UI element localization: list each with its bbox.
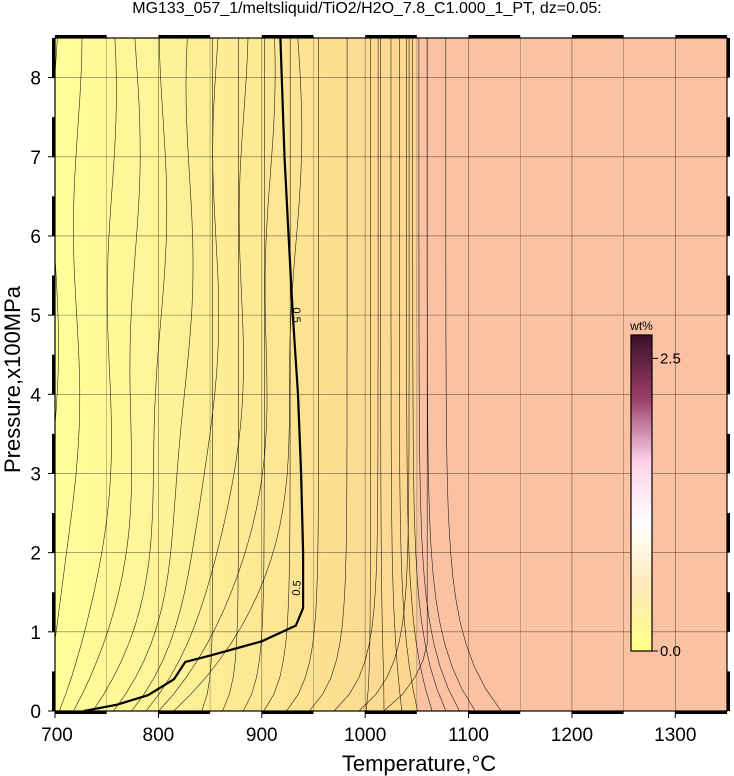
frame-bar — [727, 513, 730, 553]
contour-line — [333, 38, 379, 711]
y-tick-label: 4 — [30, 385, 41, 406]
contour-line — [418, 38, 460, 711]
frame-bar — [727, 354, 730, 395]
frame-bar — [52, 117, 55, 157]
colorbar: 0.0 2.5 wt% — [629, 319, 681, 660]
contour-line — [201, 38, 213, 711]
frame-bar — [55, 711, 107, 714]
frame-bar — [261, 711, 314, 714]
y-axis-title: Pressure,x100MPa — [0, 285, 25, 473]
contour-line — [390, 38, 403, 711]
contour-label: 0.5 — [291, 580, 304, 596]
frame-bar — [55, 35, 107, 38]
frame-bar — [675, 711, 727, 714]
frame-bar — [727, 275, 730, 316]
contour-line — [242, 38, 265, 711]
frame-bar — [158, 35, 211, 38]
melt-field — [55, 38, 417, 711]
frame-bar — [52, 354, 55, 395]
frame-bar — [158, 711, 211, 714]
frame-bar — [52, 38, 55, 78]
x-axis-title: Temperature,°C — [342, 751, 496, 776]
frame-bar — [52, 671, 55, 711]
contour-line — [380, 38, 385, 711]
contour-line — [426, 38, 476, 711]
contour-line — [55, 38, 59, 429]
frame-bar — [365, 35, 417, 38]
frame-bar — [52, 196, 55, 236]
y-tick-label: 3 — [30, 464, 41, 485]
x-tick-label: 1100 — [448, 725, 489, 746]
y-tick-label: 1 — [30, 623, 41, 644]
x-tick-label: 1300 — [654, 725, 696, 746]
frame-bar — [727, 117, 730, 157]
frame-bar — [727, 592, 730, 632]
frame-bar — [727, 433, 730, 474]
frame-bar — [52, 275, 55, 316]
frame-bar — [571, 711, 624, 714]
y-tick-label: 2 — [30, 544, 41, 565]
contour-0.5 — [83, 37, 305, 713]
frame-bar — [727, 38, 730, 78]
grid-lines — [54, 38, 727, 712]
contour-line — [365, 38, 371, 711]
contour-line — [113, 38, 194, 711]
contour-line — [55, 38, 83, 643]
frame-bar — [52, 433, 55, 474]
frame-bar — [675, 35, 727, 38]
colorbar-tick-label: 2.5 — [660, 350, 681, 367]
contour-line — [263, 38, 291, 711]
contour-line — [145, 38, 249, 711]
contour-lines — [55, 38, 502, 711]
x-tick-label: 1200 — [551, 725, 593, 746]
frame-bar — [468, 35, 521, 38]
x-tick-label: 700 — [41, 725, 73, 746]
frame-bar — [571, 35, 624, 38]
y-tick-label: 0 — [30, 702, 41, 723]
contour-line — [73, 38, 141, 711]
contour-line — [412, 38, 447, 711]
frame-bar — [52, 592, 55, 632]
colorbar-gradient — [630, 334, 653, 652]
frame-bar — [468, 711, 521, 714]
axes: 700 800 900 1000 1100 1200 1300 0 1 2 3 4 5 6 7 8 Temper… — [0, 35, 730, 776]
x-tick-label: 1000 — [344, 725, 386, 746]
x-tick-label: 900 — [246, 725, 278, 746]
frame-bar — [727, 671, 730, 711]
y-tick-label: 5 — [30, 306, 41, 327]
chart-title: MG133_057_1/meltsliquid/TiO2/H2O_7.8_C1.… — [132, 0, 602, 17]
y-tick-label: 7 — [30, 148, 41, 169]
contour-line — [406, 38, 433, 711]
contour-label: 0.5 — [290, 307, 302, 322]
contour-line — [286, 38, 319, 711]
y-tick-label: 8 — [30, 69, 41, 90]
x-tick-label: 800 — [143, 725, 175, 746]
contour-line — [173, 38, 303, 711]
highlighted-contour: 0.5 0.5 — [83, 37, 305, 713]
contour-line — [399, 38, 418, 711]
y-tick-label: 6 — [30, 227, 41, 248]
contour-line — [358, 38, 410, 711]
contour-line — [92, 38, 168, 711]
colorbar-tick-label: 0.0 — [660, 643, 681, 660]
frame-bar — [365, 711, 417, 714]
frame-bar — [52, 513, 55, 553]
frame-bar — [727, 196, 730, 236]
contour-line — [158, 38, 276, 711]
colorbar-unit: wt% — [629, 319, 653, 333]
frame-bar — [261, 35, 314, 38]
contour-line — [222, 38, 239, 711]
contour-line — [59, 38, 117, 711]
contour-line — [309, 38, 348, 711]
contour-line — [445, 38, 502, 711]
